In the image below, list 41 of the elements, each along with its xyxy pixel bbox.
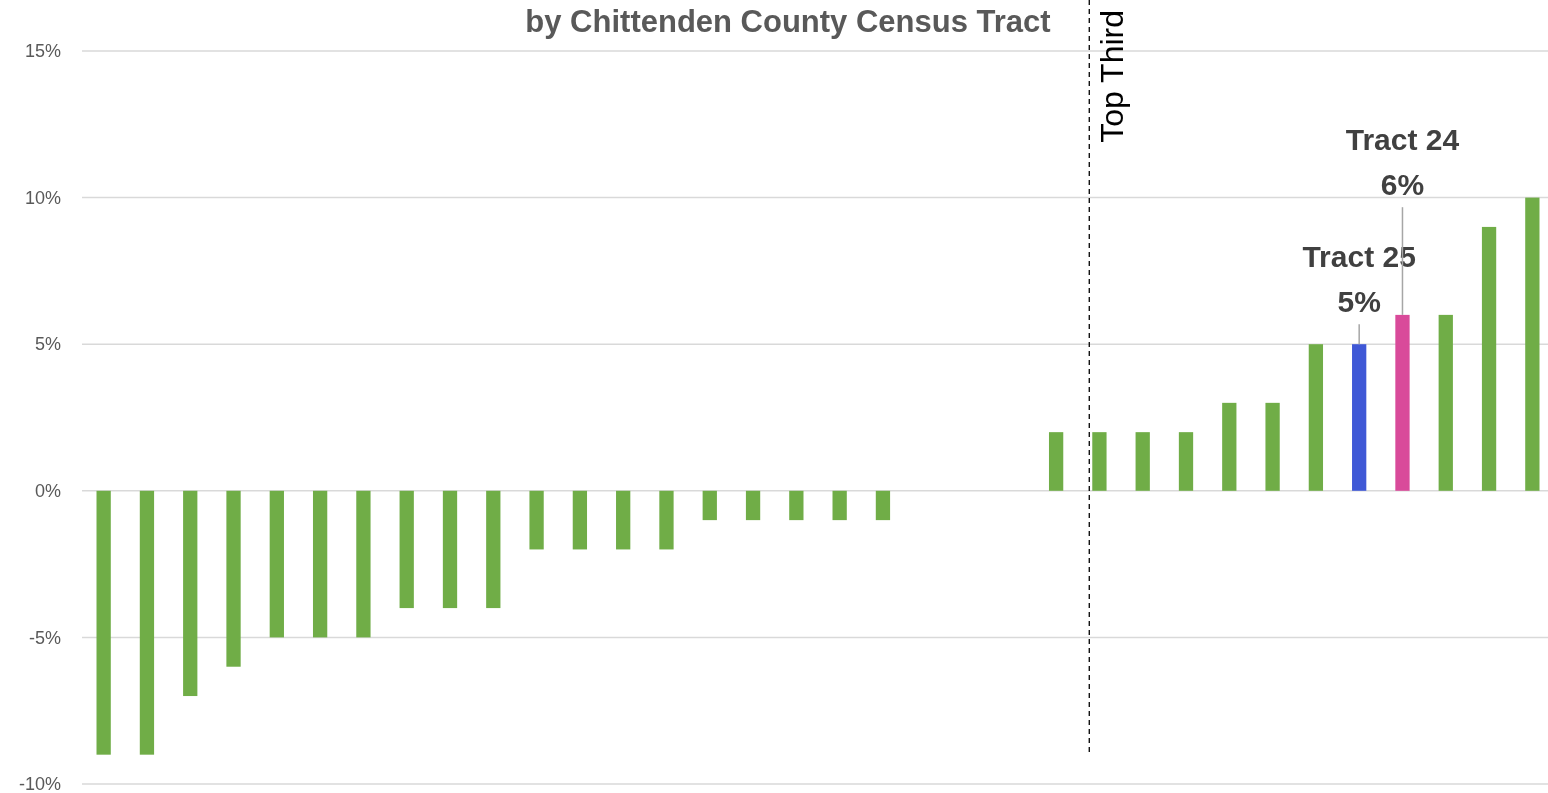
bar — [1395, 314, 1410, 491]
y-tick-label: 10% — [24, 187, 61, 208]
bar — [659, 490, 674, 550]
bar — [1048, 432, 1064, 491]
y-tick-label: -5% — [28, 627, 61, 648]
bar — [1178, 432, 1194, 491]
y-tick-label: 0% — [34, 481, 61, 502]
chart-title: by Chittenden County Census Tract — [525, 4, 1051, 39]
bar — [572, 490, 588, 550]
bar — [96, 490, 111, 755]
bar — [226, 490, 241, 667]
bar — [269, 490, 284, 638]
data-label: Tract 25 5% — [1302, 240, 1416, 319]
bar — [1135, 432, 1150, 491]
bar — [1265, 402, 1280, 491]
bar — [183, 490, 198, 697]
bar — [1222, 402, 1237, 491]
bar — [139, 490, 155, 755]
bar — [1352, 344, 1367, 491]
bar — [745, 490, 761, 521]
data-label: Tract 24 6% — [1345, 123, 1460, 202]
bar — [875, 490, 891, 521]
bar — [356, 490, 371, 638]
bar — [832, 490, 847, 521]
bar — [1092, 432, 1107, 491]
bar — [1308, 344, 1324, 491]
bar — [312, 490, 328, 638]
bar — [616, 490, 631, 550]
bar — [486, 490, 501, 609]
bar — [399, 490, 414, 609]
bar — [702, 490, 717, 521]
bar — [442, 490, 458, 609]
y-tick-label: 5% — [34, 334, 61, 355]
bar — [529, 490, 544, 550]
bar — [1438, 314, 1453, 491]
y-tick-label: -10% — [18, 774, 61, 793]
bar — [1525, 197, 1540, 491]
y-tick-label: 15% — [24, 41, 61, 62]
bar — [1481, 226, 1497, 491]
bar — [789, 490, 804, 521]
annotation: Top Third — [1094, 10, 1131, 143]
